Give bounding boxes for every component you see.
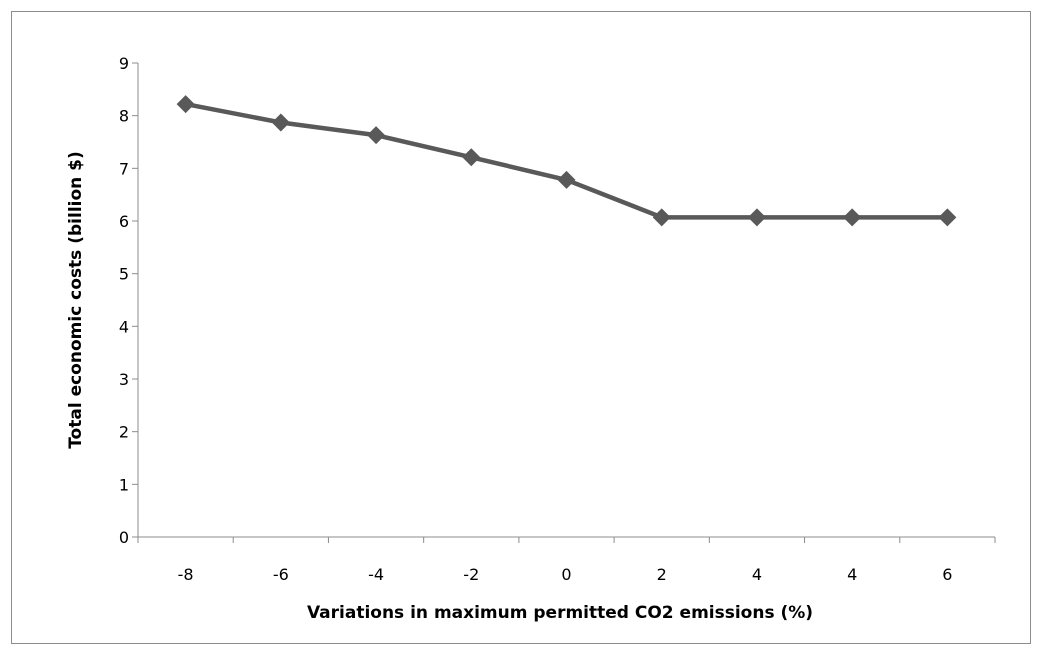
data-point-marker [176,95,195,114]
y-tick-label: 5 [119,265,129,284]
y-tick-label: 8 [119,107,129,126]
x-axis: -8 -6 -4 -2 0 2 4 4 6 [137,536,996,584]
data-point-marker [652,208,671,227]
y-axis-title: Total economic costs (billion $) [66,151,86,449]
x-tick-label: 6 [942,565,952,584]
series-layer [176,95,957,227]
y-tick-label: 1 [119,475,129,494]
chart-area [11,11,1031,644]
data-point-marker [557,170,576,189]
x-tick-label: -8 [178,565,194,584]
data-point-marker [843,208,862,227]
y-tick-label: 4 [119,317,129,336]
data-point-marker [747,208,766,227]
x-axis-title: Variations in maximum permitted CO2 emis… [307,603,813,623]
x-tick-label: 0 [561,565,571,584]
series-line [185,101,948,220]
y-tick-label: 3 [119,370,129,389]
data-point-marker [462,148,481,167]
y-tick-label: 6 [119,212,129,231]
data-point-marker [271,113,290,132]
x-tick-label: -4 [368,565,384,584]
y-tick-label: 9 [119,54,129,73]
x-tick-label: -6 [273,565,289,584]
x-tick-label: 2 [657,565,667,584]
data-point-marker [938,208,957,227]
data-point-marker [367,126,386,145]
x-tick-label: 4 [847,565,857,584]
x-tick-label: -2 [463,565,479,584]
y-axis: 0 1 2 3 4 5 6 7 8 9 [119,54,139,547]
y-tick-label: 2 [119,423,129,442]
y-tick-label: 0 [119,528,129,547]
x-tick-label: 4 [752,565,762,584]
y-tick-label: 7 [119,159,129,178]
